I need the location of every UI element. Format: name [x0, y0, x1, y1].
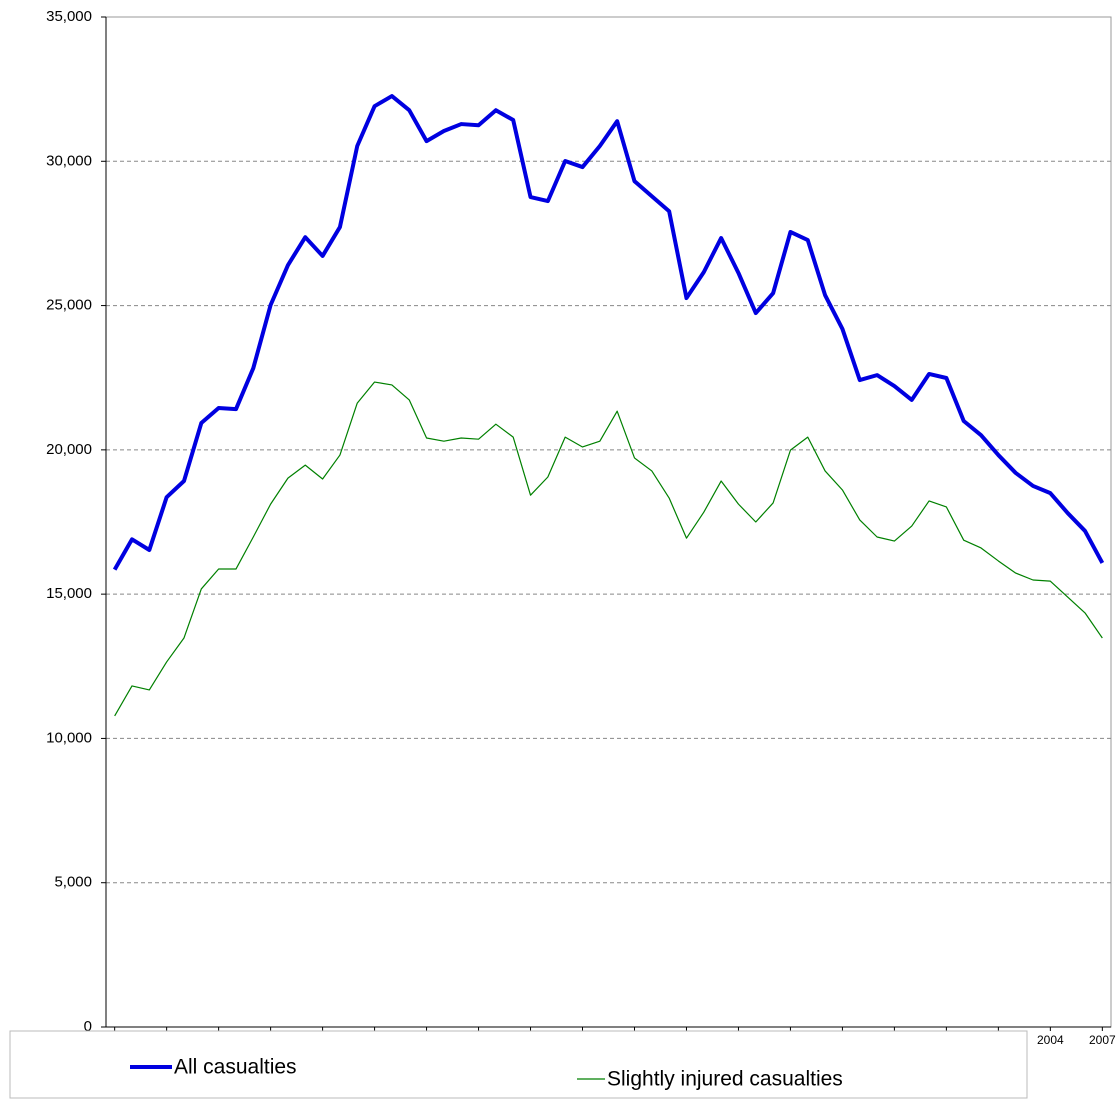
y-tick-label: 0	[84, 1018, 92, 1035]
plot-frame	[105, 16, 1112, 1028]
y-tick-label: 25,000	[46, 297, 92, 314]
y-tick-label: 30,000	[46, 152, 92, 169]
legend-box	[9, 1030, 1028, 1099]
x-tick-label: 2004	[1037, 1033, 1064, 1047]
legend-label: All casualties	[174, 1056, 297, 1079]
y-tick-label: 5,000	[54, 874, 92, 891]
legend-label: Slightly injured casualties	[607, 1068, 843, 1091]
y-tick-label: 15,000	[46, 585, 92, 602]
series-line	[114, 381, 1103, 717]
y-tick-label: 20,000	[46, 441, 92, 458]
x-tick-label: 2007	[1089, 1033, 1116, 1047]
series-line	[112, 94, 1105, 571]
y-tick-label: 10,000	[46, 729, 92, 746]
y-tick-label: 35,000	[46, 8, 92, 25]
